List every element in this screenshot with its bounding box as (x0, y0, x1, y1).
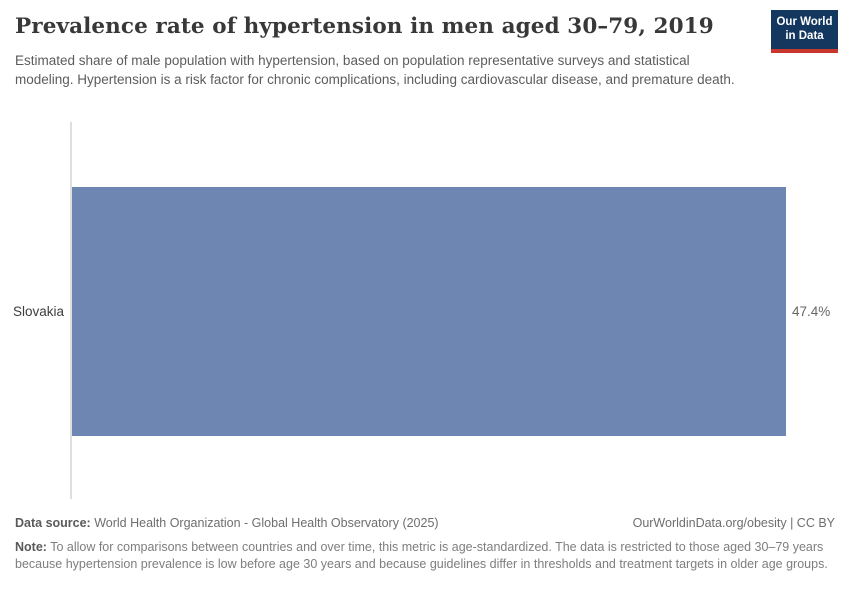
owid-logo-line1: Our World (776, 16, 833, 28)
owid-logo-line2: in Data (785, 29, 824, 42)
bar-category-label: Slovakia (12, 304, 64, 319)
bar-track (72, 187, 786, 436)
owid-logo: Our World in Data (771, 10, 838, 53)
note-text: To allow for comparisons between countri… (15, 540, 828, 571)
bar-slovakia (72, 187, 786, 436)
data-source-text: World Health Organization - Global Healt… (90, 516, 439, 530)
footer-source-row: Data source: World Health Organization -… (15, 516, 835, 530)
chart-title: Prevalence rate of hypertension in men a… (15, 14, 714, 39)
data-source: Data source: World Health Organization -… (15, 516, 439, 530)
chart-subtitle: Estimated share of male population with … (15, 53, 735, 87)
y-axis-line (70, 122, 72, 499)
data-source-label: Data source: (15, 516, 91, 530)
note-label: Note: (15, 540, 47, 554)
attribution: OurWorldinData.org/obesity | CC BY (632, 516, 835, 530)
bar-value-label: 47.4% (792, 304, 831, 319)
footer-note: Note: To allow for comparisons between c… (15, 539, 839, 572)
